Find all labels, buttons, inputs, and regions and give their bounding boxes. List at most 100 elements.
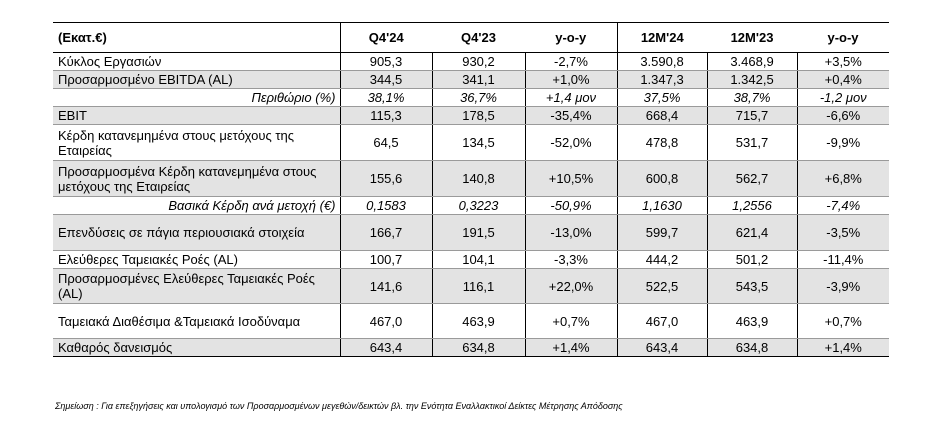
row-value: 543,5 [706, 268, 797, 304]
row-value: -13,0% [524, 214, 617, 251]
row-value: 100,7 [339, 250, 432, 269]
row-value: +3,5% [796, 52, 889, 71]
table-row: Κύκλος Εργασιών 905,3 930,2 -2,7% 3.590,8 3.4… [53, 52, 889, 71]
row-value: 905,3 [339, 52, 432, 71]
table-row: Ταμειακά Διαθέσιμα &Ταμειακά Ισοδύναμα 46… [53, 303, 889, 339]
row-value: 134,5 [431, 124, 525, 161]
row-value: 930,2 [431, 52, 525, 71]
row-value: 178,5 [431, 106, 525, 125]
header-units: (Εκατ.€) [53, 22, 340, 53]
table-row: Επενδύσεις σε πάγια περιουσιακά στοιχεία… [53, 214, 889, 251]
row-value: -7,4% [796, 196, 889, 215]
header-yoy-quarter: y-o-y [525, 22, 617, 53]
row-value: 3.590,8 [616, 52, 707, 71]
row-value: 64,5 [339, 124, 432, 161]
row-value: 621,4 [706, 214, 797, 251]
row-value: 501,2 [706, 250, 797, 269]
table-row: Περιθώριο (%) 38,1% 36,7% +1,4 μον 37,5% 38,7… [53, 88, 889, 107]
table-row: Προσαρμοσμένες Ελεύθερες Ταμειακές Ροές … [53, 268, 889, 304]
row-value: +0,4% [796, 70, 889, 89]
row-value: +10,5% [524, 160, 617, 197]
row-value: 104,1 [431, 250, 525, 269]
table-row: Βασικά Κέρδη ανά μετοχή (€) 0,1583 0,3223-… [53, 196, 889, 215]
row-label: Βασικά Κέρδη ανά μετοχή (€) [53, 196, 340, 215]
row-value: +0,7% [524, 303, 617, 339]
row-label: EBIT [53, 106, 340, 125]
row-value: 531,7 [706, 124, 797, 161]
row-value: 634,8 [706, 338, 797, 357]
row-value: +1,4% [796, 338, 889, 357]
row-value: 344,5 [339, 70, 432, 89]
row-value: +1,0% [524, 70, 617, 89]
table-row: Καθαρός δανεισμός 643,4 634,8 +1,4% 643,4 634… [53, 338, 889, 357]
row-value: -52,0% [524, 124, 617, 161]
row-label: Κέρδη κατανεμημένα στους μετόχους της Ετ… [53, 124, 340, 161]
row-value: 3.468,9 [706, 52, 797, 71]
header-q4-23: Q4'23 [432, 22, 525, 53]
row-value: 0,1583 [339, 196, 432, 215]
row-value: 191,5 [431, 214, 525, 251]
row-label: Κύκλος Εργασιών [53, 52, 340, 71]
row-value: +1,4 μον [524, 88, 617, 107]
row-value: 522,5 [616, 268, 707, 304]
row-value: -2,7% [524, 52, 617, 71]
table-row: Ελεύθερες Ταμειακές Ροές (AL) 100,7 104,1-… [53, 250, 889, 269]
row-value: 444,2 [616, 250, 707, 269]
row-value: 643,4 [616, 338, 707, 357]
table-row: Προσαρμοσμένα Κέρδη κατανεμημένα στους μ… [53, 160, 889, 197]
row-value: 467,0 [616, 303, 707, 339]
row-value: -3,9% [796, 268, 889, 304]
row-value: +22,0% [524, 268, 617, 304]
header-yoy-annual: y-o-y [797, 22, 889, 53]
row-value: 643,4 [339, 338, 432, 357]
footnote: Σημείωση : Για επεξηγήσεις και υπολογισμ… [55, 401, 623, 411]
row-value: 463,9 [431, 303, 525, 339]
row-value: 38,7% [706, 88, 797, 107]
row-value: 115,3 [339, 106, 432, 125]
row-value: -35,4% [524, 106, 617, 125]
row-value: 166,7 [339, 214, 432, 251]
row-value: 600,8 [616, 160, 707, 197]
row-value: -1,2 μον [796, 88, 889, 107]
row-value: 1,2556 [706, 196, 797, 215]
row-value: 1,1630 [616, 196, 707, 215]
row-value: -11,4% [796, 250, 889, 269]
table-row: Προσαρμοσμένο EBITDA (AL) 344,5 341,1 +1,0%… [53, 70, 889, 89]
row-value: -3,3% [524, 250, 617, 269]
row-value: 467,0 [339, 303, 432, 339]
table-header-row: (Εκατ.€) Q4'24 Q4'23 y-o-y 12M'24 12M'23… [53, 22, 889, 53]
row-value: 668,4 [616, 106, 707, 125]
row-value: 715,7 [706, 106, 797, 125]
row-value: 341,1 [431, 70, 525, 89]
row-label: Προσαρμοσμένα Κέρδη κατανεμημένα στους μ… [53, 160, 340, 197]
row-value: +0,7% [796, 303, 889, 339]
row-value: 37,5% [616, 88, 707, 107]
financial-results-table: (Εκατ.€) Q4'24 Q4'23 y-o-y 12M'24 12M'23… [53, 22, 889, 357]
row-value: 36,7% [431, 88, 525, 107]
row-label: Καθαρός δανεισμός [53, 338, 340, 357]
row-value: -3,5% [796, 214, 889, 251]
row-value: 141,6 [339, 268, 432, 304]
row-value: 116,1 [431, 268, 525, 304]
row-label: Προσαρμοσμένες Ελεύθερες Ταμειακές Ροές … [53, 268, 340, 304]
row-value: -6,6% [796, 106, 889, 125]
row-value: 140,8 [431, 160, 525, 197]
header-12m-23: 12M'23 [707, 22, 797, 53]
row-value: -9,9% [796, 124, 889, 161]
row-label: Ταμειακά Διαθέσιμα &Ταμειακά Ισοδύναμα [53, 303, 340, 339]
row-value: 155,6 [339, 160, 432, 197]
row-value: 599,7 [616, 214, 707, 251]
table-row: EBIT 115,3 178,5 -35,4% 668,4 715,7 -6,6% [53, 106, 889, 125]
row-value: -50,9% [524, 196, 617, 215]
row-value: 463,9 [706, 303, 797, 339]
row-label: Επενδύσεις σε πάγια περιουσιακά στοιχεία [53, 214, 340, 251]
row-value: +6,8% [796, 160, 889, 197]
row-value: 634,8 [431, 338, 525, 357]
row-value: 38,1% [339, 88, 432, 107]
row-label: Ελεύθερες Ταμειακές Ροές (AL) [53, 250, 340, 269]
row-value: 478,8 [616, 124, 707, 161]
row-label: Περιθώριο (%) [53, 88, 340, 107]
row-label: Προσαρμοσμένο EBITDA (AL) [53, 70, 340, 89]
row-value: +1,4% [524, 338, 617, 357]
row-value: 562,7 [706, 160, 797, 197]
